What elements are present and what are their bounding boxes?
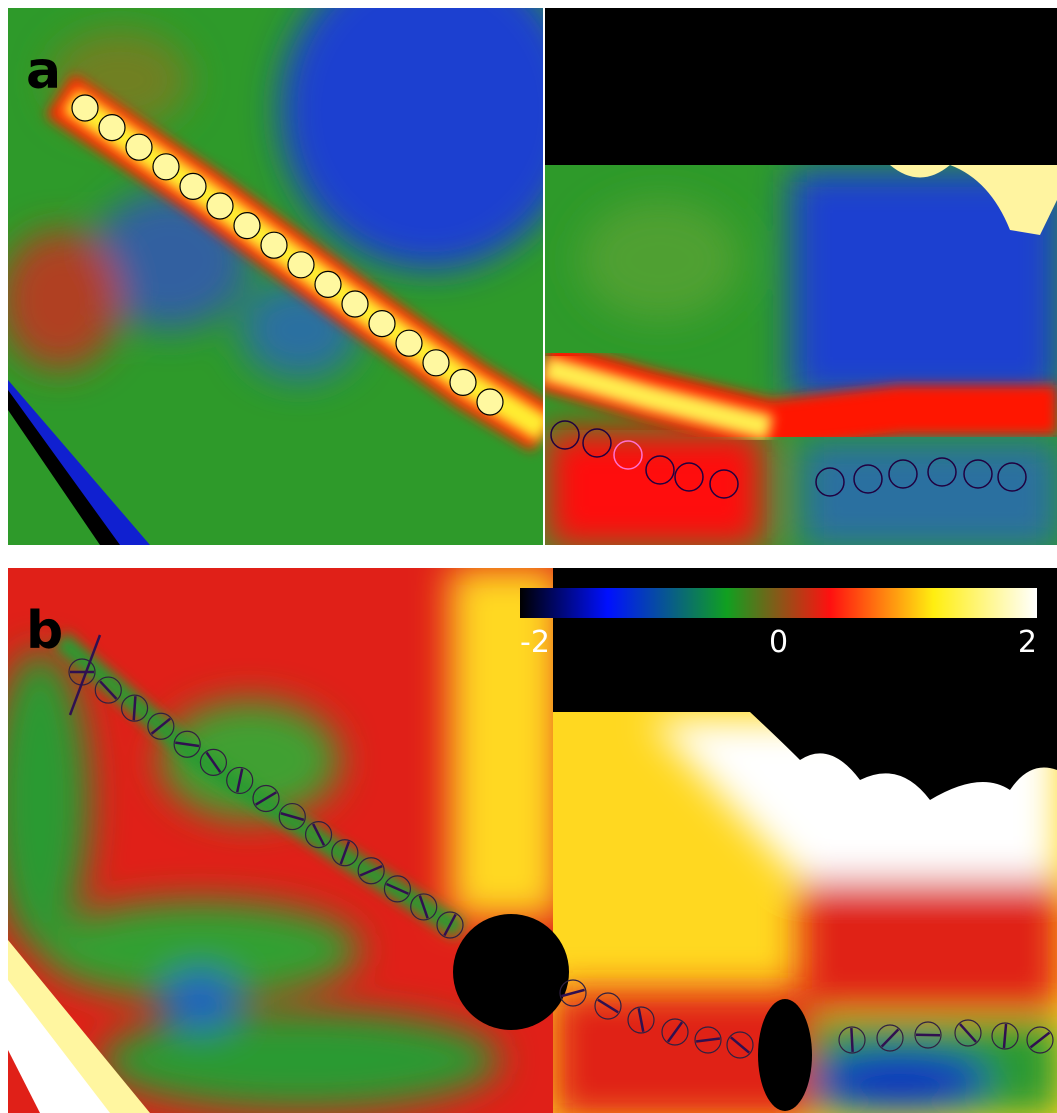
marker-circle: [1026, 1026, 1054, 1054]
bead: [449, 368, 477, 396]
marker-circle: [963, 459, 993, 489]
marker-circle: [550, 420, 580, 450]
marker-circle: [173, 730, 201, 758]
arrow: [959, 1023, 977, 1043]
panel-a-right: [545, 165, 1057, 545]
arrow: [150, 717, 171, 735]
panel-label: b: [26, 601, 63, 661]
occluder: [758, 999, 812, 1111]
arrow: [561, 988, 585, 998]
marker-circle: [815, 467, 845, 497]
bead: [422, 349, 450, 377]
markers: [68, 94, 1054, 1059]
marker-circle: [888, 459, 918, 489]
arrow: [1029, 1031, 1051, 1049]
arrow: [359, 864, 383, 877]
arrow: [175, 741, 200, 748]
bead: [179, 172, 207, 200]
marker-circle: [120, 694, 149, 722]
arrow: [666, 1021, 684, 1043]
occluder: [453, 914, 569, 1030]
colorbar-tick-label: 2: [1018, 625, 1037, 660]
arrow: [385, 882, 409, 895]
arrow: [339, 841, 351, 865]
arrow: [850, 1027, 854, 1053]
arrow: [235, 768, 244, 793]
marker-circle: [304, 821, 333, 849]
bead: [206, 192, 234, 220]
bead: [260, 231, 288, 259]
arrow: [280, 812, 305, 822]
panel-label: a: [26, 41, 61, 101]
arrow: [132, 696, 137, 721]
bead: [71, 94, 99, 122]
panel-b-left: [8, 568, 553, 1113]
bead: [152, 153, 180, 181]
arrow: [205, 751, 222, 773]
marker-circle: [226, 766, 254, 795]
marker-circle: [661, 1018, 689, 1046]
colorbar-tick-label: 0: [769, 625, 788, 660]
marker-circle: [853, 464, 883, 494]
arrow: [695, 1037, 721, 1043]
arrow: [1002, 1023, 1008, 1049]
marker-circle: [927, 457, 957, 487]
arrow: [637, 1007, 645, 1033]
marker-circle: [694, 1026, 722, 1054]
arrow: [597, 998, 619, 1014]
marker-circle: [582, 428, 612, 458]
bead: [476, 388, 504, 416]
marker-circle: [645, 455, 675, 485]
marker-circle: [838, 1026, 866, 1054]
marker-circle: [147, 712, 175, 740]
colorbar: [520, 588, 1037, 618]
arrow: [418, 895, 429, 919]
marker-circle: [278, 802, 306, 831]
colorbar-tick-label: -2: [520, 625, 550, 660]
arrow: [255, 791, 277, 806]
bead: [368, 310, 396, 338]
marker-circle: [997, 462, 1027, 492]
arrow: [99, 680, 118, 700]
arrow: [880, 1028, 900, 1048]
marker-circle: [876, 1024, 904, 1052]
arrow: [730, 1036, 750, 1054]
bead: [314, 270, 342, 298]
marker-circle: [991, 1022, 1019, 1050]
marker-circle: [559, 979, 587, 1007]
marker-circle: [94, 676, 122, 704]
marker-circle: [954, 1019, 982, 1047]
arrow: [68, 634, 102, 716]
marker-circle: [726, 1031, 754, 1059]
bead: [287, 251, 315, 279]
marker-circle: [594, 992, 622, 1020]
marker-circle: [674, 462, 704, 492]
gap: [0, 545, 1057, 568]
marker-circle: [436, 911, 464, 939]
panel-b-right: [553, 568, 1057, 1113]
marker-circle: [709, 469, 739, 499]
marker-circle: [331, 839, 359, 867]
bead: [341, 290, 369, 318]
marker-circle: [914, 1021, 942, 1049]
marker-circle: [613, 440, 643, 470]
bead: [125, 133, 153, 161]
bead: [98, 113, 126, 142]
marker-circle: [627, 1006, 655, 1034]
marker-circle: [252, 784, 280, 813]
arrow: [443, 913, 457, 937]
marker-circle: [383, 875, 412, 903]
marker-circle: [410, 893, 438, 921]
mask: [545, 8, 1057, 165]
bead: [233, 212, 261, 240]
marker-circle: [199, 748, 228, 776]
arrow: [312, 823, 326, 846]
marker-circle: [357, 857, 385, 885]
bead: [395, 329, 423, 357]
